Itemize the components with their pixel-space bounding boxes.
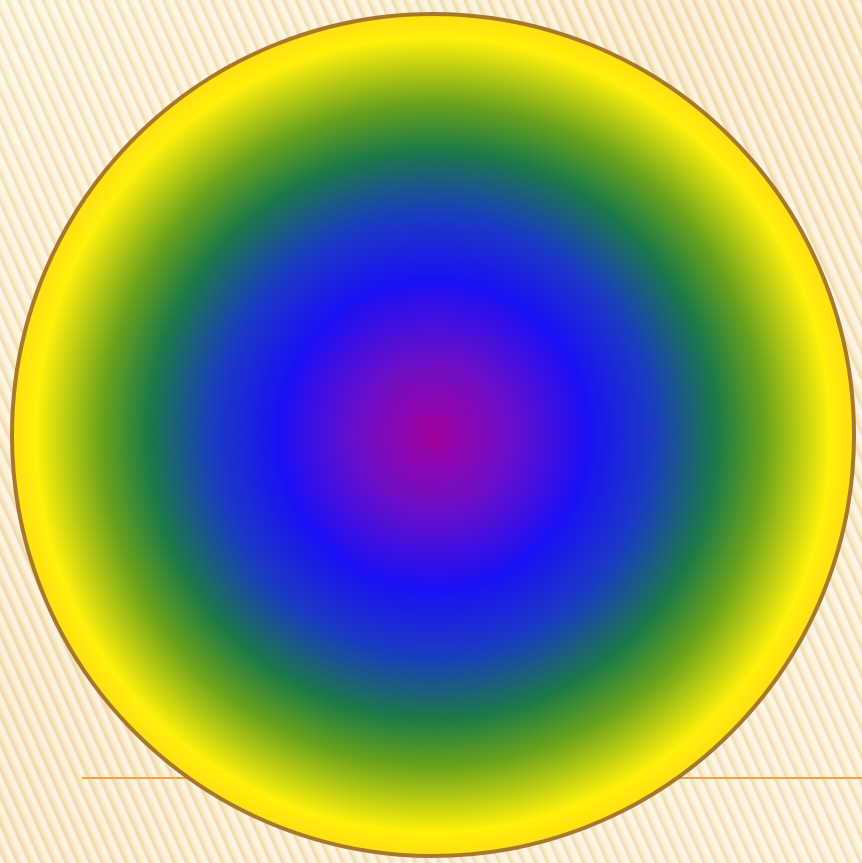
radial-gradient-disc xyxy=(10,12,856,858)
